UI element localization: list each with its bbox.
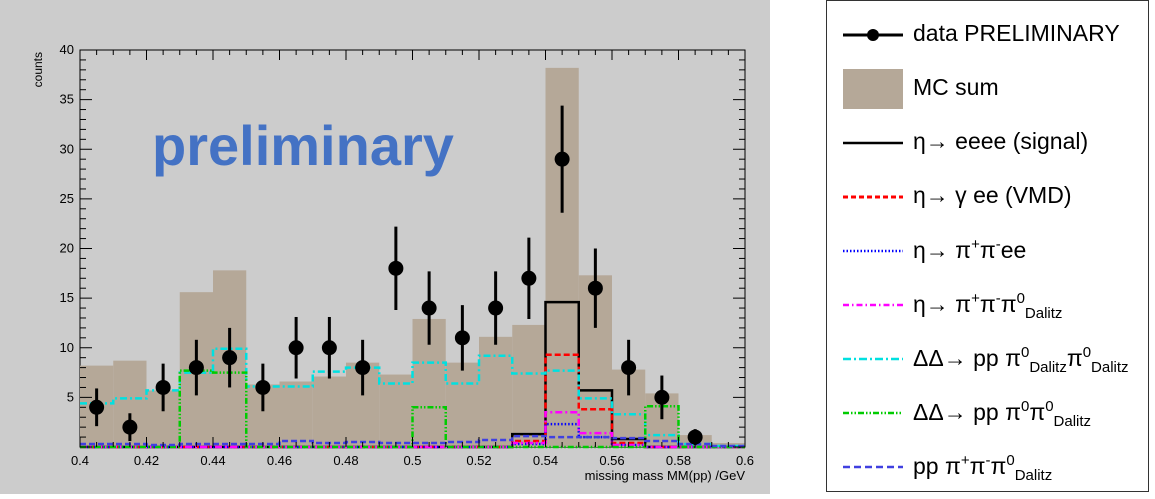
series-line-3 (80, 422, 745, 449)
data-point (288, 340, 304, 356)
y-tick-label: 5 (67, 389, 74, 404)
data-point (421, 300, 437, 316)
x-axis-label: missing mass MM(pp) /GeV (585, 468, 746, 483)
preliminary-watermark: preliminary (152, 114, 454, 177)
x-tick-label: 0.46 (267, 453, 292, 468)
y-tick-label: 30 (60, 141, 74, 156)
data-point (587, 280, 603, 296)
mc-sum-bar (279, 381, 313, 447)
data-point (554, 151, 570, 167)
mc-sum-bar (379, 374, 413, 447)
histogram-panel: 0.4 0.42 0.44 0.46 0.48 0.5 0.52 0.54 0.56 0.58 0.… (0, 0, 770, 494)
y-axis-label: counts (31, 52, 45, 87)
legend-entry-data: data PRELIMINARY (827, 9, 1150, 61)
mc-sum-bar (312, 376, 346, 447)
data-point (255, 379, 271, 395)
x-tick-label: 0.6 (736, 453, 754, 468)
data-point (122, 419, 138, 435)
histogram-chart: 0.4 0.42 0.44 0.46 0.48 0.5 0.52 0.54 0.56 0.58 0.… (0, 0, 770, 494)
legend-label-signal: η→ eeee (signal) (913, 128, 1089, 154)
legend-entry-mc-sum: MC sum (827, 63, 1150, 115)
mc-sum-bar (445, 362, 479, 447)
x-tick-label: 0.56 (599, 453, 624, 468)
legend-entry-dd-pi0: ΔΔ→ pp π0π0Dalitz (827, 387, 1150, 439)
data-point (321, 340, 337, 356)
y-tick-label: 35 (60, 92, 74, 107)
data-point (621, 360, 637, 376)
legend-line-vmd (843, 195, 903, 199)
y-tick-label: 10 (60, 340, 74, 355)
x-tick-label: 0.5 (403, 453, 421, 468)
legend-label-pipiee: η→ π+π-ee (913, 236, 1027, 263)
legend-entry-vmd: η→ γ ee (VMD) (827, 171, 1150, 223)
legend-line-dd-dalitz (843, 357, 903, 361)
legend: data PRELIMINARY MC sum η→ eeee (signal)… (826, 0, 1149, 492)
legend-label-data: data PRELIMINARY (913, 20, 1120, 46)
y-tick-label: 25 (60, 191, 74, 206)
legend-line-signal (843, 141, 903, 145)
data-point (222, 350, 238, 366)
data-point (355, 360, 371, 376)
data-point (488, 300, 504, 316)
data-point (654, 389, 670, 405)
data-point (454, 330, 470, 346)
legend-line-pipiee (843, 249, 903, 253)
legend-entry-pp3pi: pp π+π-π0Dalitz (827, 441, 1150, 493)
legend-label-pp3pi: pp π+π-π0Dalitz (913, 452, 1053, 484)
legend-entry-pipiee: η→ π+π-ee (827, 225, 1150, 277)
data-point (388, 260, 404, 276)
legend-label-mc-sum: MC sum (913, 74, 999, 100)
legend-line-dd-pi0 (843, 411, 903, 415)
data-point (521, 270, 537, 286)
legend-label-dd-dalitz: ΔΔ→ pp π0Dalitzπ0Dalitz (913, 344, 1129, 376)
mc-sum-bar (512, 324, 546, 447)
legend-label-vmd: η→ γ ee (VMD) (913, 182, 1072, 208)
legend-label-pipipi: η→ π+π-π0Dalitz (913, 290, 1063, 322)
y-tick-label: 40 (60, 42, 74, 57)
legend-label-dd-pi0: ΔΔ→ pp π0π0Dalitz (913, 398, 1092, 430)
legend-entry-dd-dalitz: ΔΔ→ pp π0Dalitzπ0Dalitz (827, 333, 1150, 385)
x-tick-label: 0.58 (666, 453, 691, 468)
x-tick-label: 0.42 (134, 453, 159, 468)
legend-entry-signal: η→ eeee (signal) (827, 117, 1150, 169)
x-tick-label: 0.44 (200, 453, 225, 468)
legend-entry-pipipi: η→ π+π-π0Dalitz (827, 279, 1150, 331)
y-tick-label: 20 (60, 241, 74, 256)
mc-sum-bar (479, 336, 513, 447)
legend-line-pipipi (843, 303, 903, 307)
legend-marker-data (843, 29, 903, 41)
y-tick-label: 15 (60, 290, 74, 305)
x-tick-label: 0.52 (466, 453, 491, 468)
legend-swatch-mc-sum (843, 69, 903, 109)
legend-line-pp3pi (843, 465, 903, 469)
data-point (89, 399, 105, 415)
data-point (188, 360, 204, 376)
data-point (687, 429, 703, 445)
data-point (155, 379, 171, 395)
x-tick-label: 0.48 (333, 453, 358, 468)
x-tick-label: 0.54 (533, 453, 558, 468)
x-tick-label: 0.4 (71, 453, 89, 468)
